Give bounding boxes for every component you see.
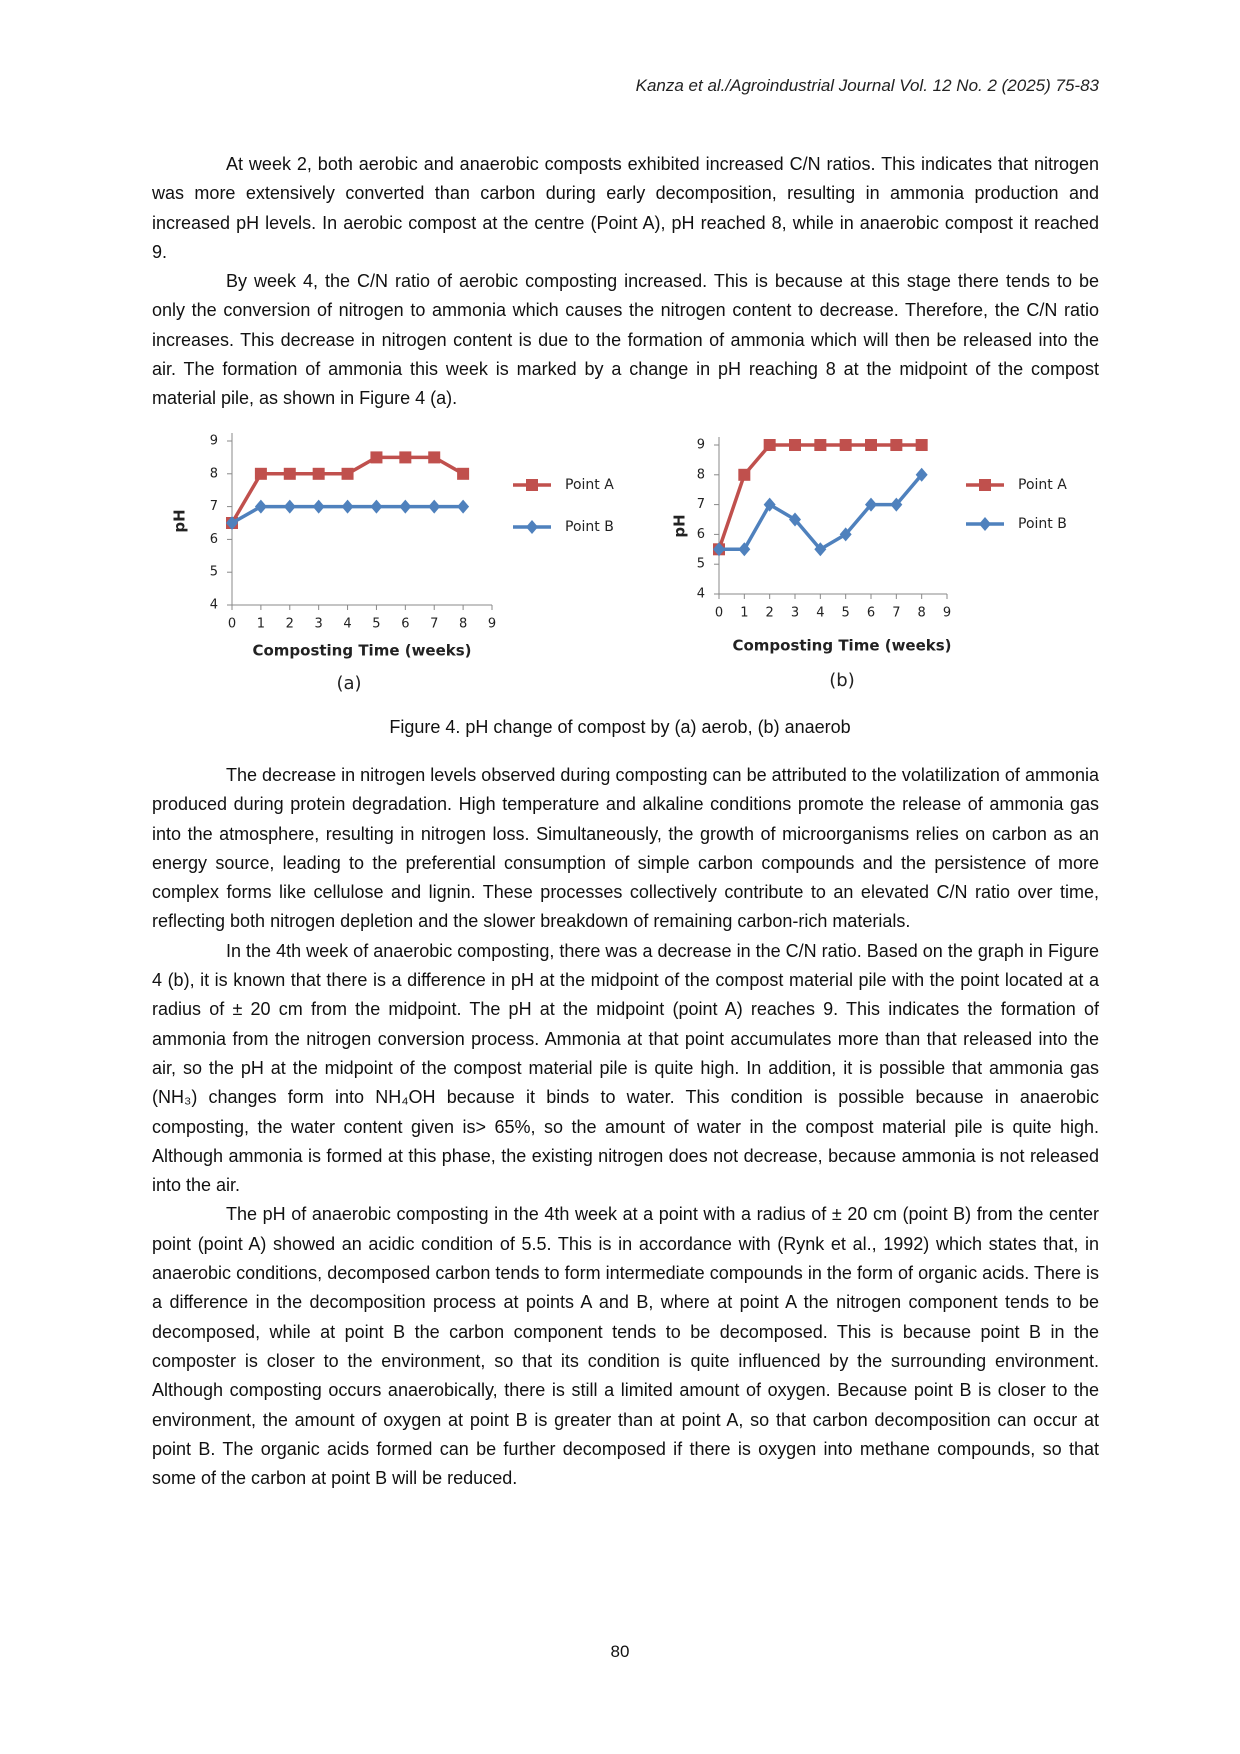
- legend-label: Point B: [1018, 516, 1067, 532]
- paragraph: In the 4th week of anaerobic composting,…: [152, 940, 1099, 1196]
- marker: [890, 497, 903, 512]
- y-tick-label: 4: [697, 587, 705, 602]
- marker: [814, 439, 827, 451]
- marker: [283, 467, 296, 480]
- x-tick-label: 1: [257, 617, 265, 632]
- x-tick-label: 5: [842, 606, 850, 621]
- marker: [399, 451, 412, 464]
- panel-label: (a): [336, 673, 361, 694]
- marker: [312, 499, 325, 514]
- legend-label: Point B: [565, 519, 614, 535]
- legend-label: Point A: [565, 477, 614, 493]
- x-tick-label: 6: [401, 617, 409, 632]
- marker: [341, 499, 354, 514]
- y-tick-label: 4: [210, 598, 218, 613]
- marker: [254, 467, 267, 480]
- marker: [738, 468, 751, 481]
- x-tick-label: 7: [430, 617, 438, 632]
- marker: [399, 499, 412, 514]
- legend-marker: [979, 517, 991, 531]
- marker: [370, 499, 383, 514]
- x-tick-label: 8: [918, 606, 926, 621]
- x-tick-label: 8: [459, 617, 467, 632]
- y-tick-label: 6: [210, 532, 218, 547]
- x-tick-label: 6: [867, 606, 875, 621]
- text-block: At week 2, both aerobic and anaerobic co…: [152, 150, 1099, 414]
- y-tick-label: 5: [210, 565, 218, 580]
- y-tick-label: 9: [697, 438, 705, 453]
- paragraph: The decrease in nitrogen levels observed…: [152, 765, 1099, 932]
- marker: [915, 439, 928, 451]
- marker: [226, 516, 238, 530]
- marker: [738, 542, 751, 557]
- y-axis-label: pH: [171, 509, 189, 532]
- marker: [890, 439, 903, 451]
- figure: 4 5 6 7 8 9 0 1 2 3 4 5 6 7 8 9 Composting Time (weeks) p…: [171, 433, 1067, 694]
- marker: [283, 499, 296, 514]
- series-line: [717, 443, 922, 550]
- figure-caption: Figure 4. pH change of compost by (a) ae…: [389, 717, 851, 737]
- x-tick-label: 9: [488, 617, 496, 632]
- marker: [341, 467, 354, 480]
- marker: [814, 542, 827, 557]
- running-header: Kanza et al./Agroindustrial Journal Vol.…: [635, 76, 1099, 95]
- x-tick-label: 7: [892, 606, 900, 621]
- y-tick-label: 7: [697, 497, 705, 512]
- marker: [763, 439, 776, 451]
- marker: [457, 467, 470, 480]
- x-tick-label: 1: [740, 606, 748, 621]
- marker: [865, 439, 877, 451]
- x-tick-label: 0: [715, 606, 723, 621]
- y-tick-label: 8: [697, 467, 705, 482]
- panel-label: (b): [829, 670, 854, 691]
- marker: [839, 527, 852, 542]
- x-tick-label: 2: [766, 606, 774, 621]
- x-tick-label: 4: [816, 606, 824, 621]
- x-tick-label: 3: [791, 606, 799, 621]
- x-tick-label: 2: [286, 617, 294, 632]
- paragraph: By week 4, the C/N ratio of aerobic comp…: [152, 271, 1099, 409]
- y-tick-label: 8: [210, 466, 218, 481]
- marker: [865, 497, 877, 512]
- marker: [457, 499, 470, 514]
- y-tick-label: 9: [210, 434, 218, 449]
- y-tick-label: 7: [210, 499, 218, 514]
- x-axis-label: Composting Time (weeks): [732, 637, 951, 655]
- x-tick-label: 4: [343, 617, 351, 632]
- y-axis-label: pH: [671, 514, 689, 537]
- x-tick-label: 3: [315, 617, 323, 632]
- marker: [428, 499, 441, 514]
- x-tick-label: 9: [943, 606, 951, 621]
- marker: [763, 497, 776, 512]
- page-number: 80: [610, 1642, 630, 1661]
- marker: [839, 439, 852, 451]
- paragraph: At week 2, both aerobic and anaerobic co…: [152, 154, 1099, 262]
- legend-marker: [526, 520, 538, 534]
- paragraph: The pH of anaerobic composting in the 4t…: [152, 1204, 1099, 1489]
- legend-marker: [526, 479, 538, 491]
- series-line: [719, 473, 924, 552]
- marker: [915, 467, 928, 482]
- marker: [254, 499, 267, 514]
- marker: [789, 439, 801, 451]
- marker: [312, 467, 325, 480]
- legend-label: Point A: [1018, 477, 1067, 493]
- x-tick-label: 5: [372, 617, 380, 632]
- x-tick-label: 0: [228, 617, 236, 632]
- marker: [428, 451, 441, 464]
- y-tick-label: 6: [697, 527, 705, 542]
- marker: [789, 512, 801, 527]
- marker: [370, 451, 383, 464]
- text-block: The decrease in nitrogen levels observed…: [152, 761, 1099, 1493]
- x-axis-label: Composting Time (weeks): [252, 642, 471, 660]
- legend-marker: [979, 479, 991, 491]
- y-tick-label: 5: [697, 557, 705, 572]
- marker: [713, 542, 725, 557]
